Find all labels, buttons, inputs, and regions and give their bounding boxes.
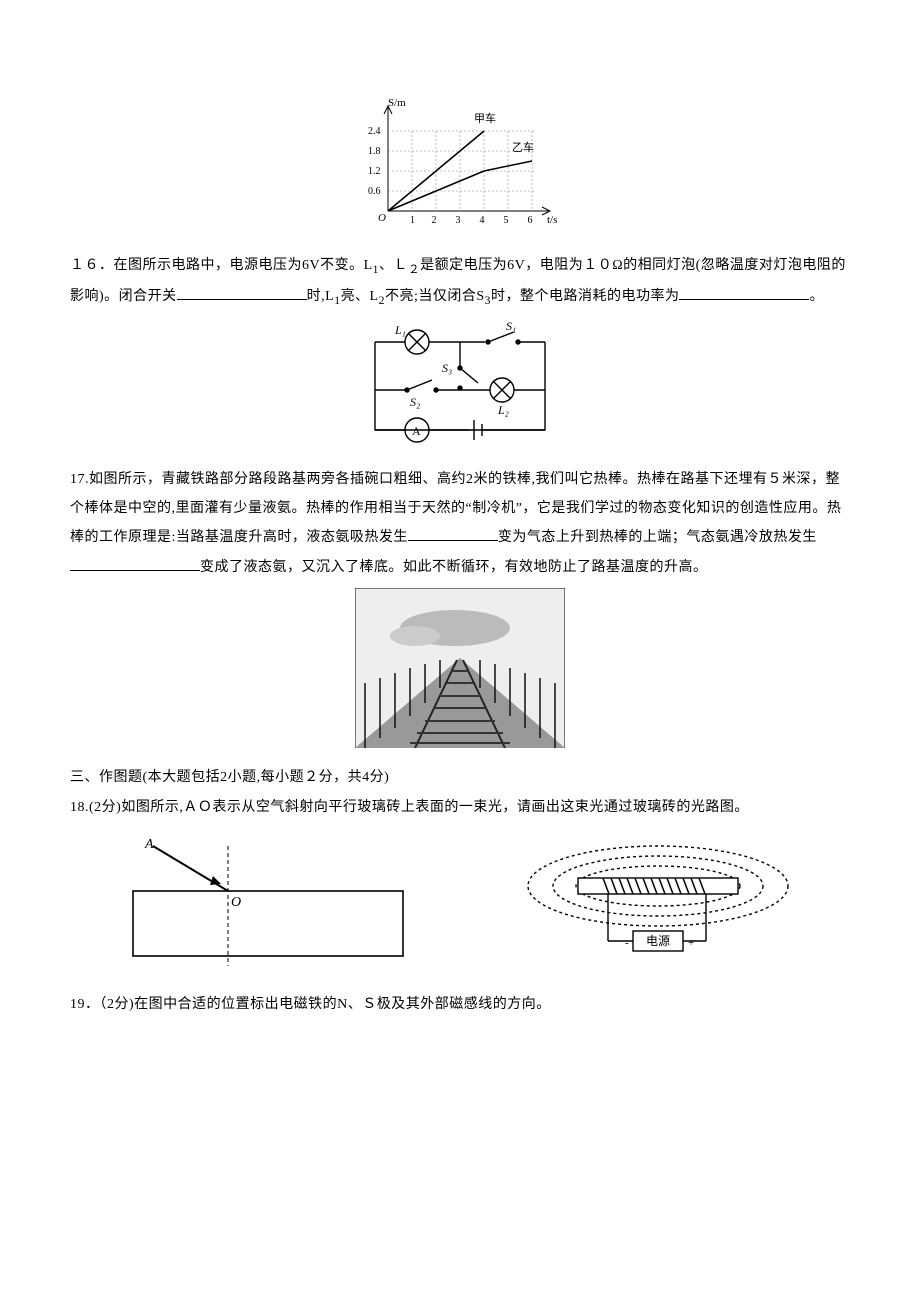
fill-blank[interactable] [70, 557, 200, 571]
q16-part: 不亮;当仅闭合S [385, 289, 485, 304]
ytick: 0.6 [368, 186, 381, 197]
q17-text: 17.如图所示，青藏铁路部分路段路基两旁各插碗口粗细、高约2米的铁棒,我们叫它热… [70, 465, 850, 583]
q16-circuit: L₁ S₁ S₃ S₂ L₂ A [70, 320, 850, 455]
xtick: 2 [432, 215, 437, 226]
q16-part: 。 [809, 289, 824, 304]
ytick: 1.8 [368, 146, 381, 157]
ammeter-label: A [412, 424, 421, 438]
switch-label: S₁ [506, 320, 516, 333]
ytick: 2.4 [368, 126, 381, 137]
switch-label: S₂ [410, 395, 420, 409]
q17-part: 变为气态上升到热棒的上端；气态氨遇冷放热发生 [498, 530, 817, 545]
battery-label: 电源 [646, 934, 670, 948]
q19-text: 19．（2分)在图中合适的位置标出电磁铁的N、Ｓ极及其外部磁感线的方向。 [70, 990, 850, 1019]
fill-blank[interactable] [679, 286, 809, 300]
q16-part: １６．在图所示电路中，电源电压为6V不变。L [70, 258, 373, 273]
fill-blank[interactable] [177, 286, 307, 300]
q16-text: １６．在图所示电路中，电源电压为6V不变。L1、Ｌ２是额定电压为6V，电阻为１０… [70, 251, 850, 314]
sub: ２ [408, 263, 420, 276]
chart-xlabel: t/s [547, 214, 557, 226]
xtick: 1 [410, 215, 415, 226]
q16-part: 时,L [307, 289, 335, 304]
q17-photo [70, 588, 850, 753]
q17-part: 变成了液态氨，又沉入了棒底。如此不断循环，有效地防止了路基温度的升高。 [200, 560, 708, 575]
xtick: 4 [480, 215, 485, 226]
chart-ylabel: S/m [388, 97, 406, 109]
battery-minus: - [625, 937, 629, 949]
lamp-label: L₂ [497, 403, 509, 417]
xtick: 6 [528, 215, 533, 226]
section3-heading: 三、作图题(本大题包括2小题,每小题２分，共4分) [70, 763, 850, 792]
ytick: 1.2 [368, 166, 381, 177]
q16-part: 时，整个电路消耗的电功率为 [491, 289, 680, 304]
fill-blank[interactable] [408, 527, 498, 541]
xtick: 5 [504, 215, 509, 226]
point-A: A [144, 837, 154, 852]
xtick: 3 [456, 215, 461, 226]
q18-text: 18.(2分)如图所示,ＡＯ表示从空气斜射向平行玻璃砖上表面的一束光，请画出这束… [70, 793, 850, 822]
switch-label: S₃ [442, 361, 452, 375]
q16-part: 亮、L [341, 289, 379, 304]
point-O: O [231, 895, 241, 910]
series-label: 乙车 [512, 140, 534, 154]
q16-part: 、Ｌ [379, 258, 408, 273]
battery-plus: + [688, 937, 694, 949]
chart-origin: O [378, 212, 386, 224]
series-label: 甲车 [474, 111, 496, 125]
q18-q19-figures: A O - + 电源 [70, 836, 850, 976]
q19-diagram: - + 电源 [508, 836, 808, 976]
lamp-label: L₁ [394, 323, 406, 337]
q15-chart: S/m 0.6 1.2 1.8 2.4 1 2 3 4 5 6 t/s O [70, 96, 850, 241]
q18-diagram: A O [113, 836, 423, 976]
